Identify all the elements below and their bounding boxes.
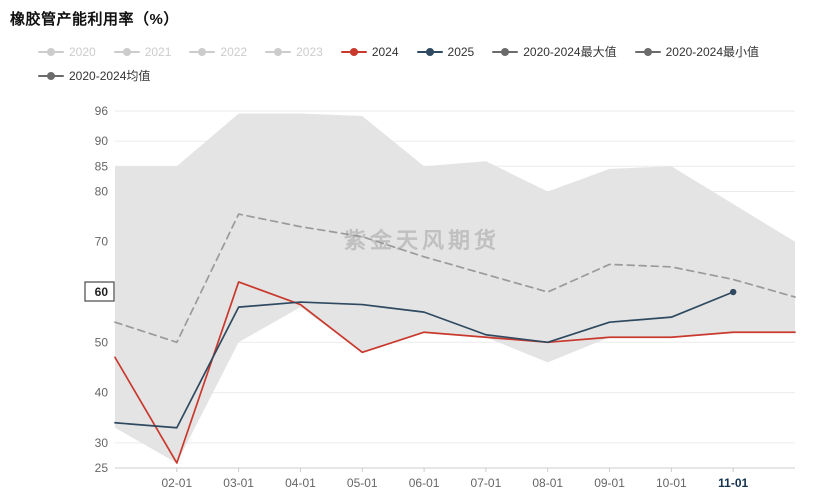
series-line-2025	[114, 291, 735, 429]
chart-title: 橡胶管产能利用率（%）	[10, 11, 179, 28]
legend-label: 2024	[371, 44, 399, 59]
legend-label: 2020-2024均值	[69, 69, 151, 83]
line-series-icon	[340, 47, 367, 57]
legend-item-mean[interactable]: 2020-2024均值	[38, 67, 150, 84]
y-tick-label: 25	[95, 461, 109, 475]
ytick-highlight-box	[84, 281, 115, 302]
legend-label: 2020-2024最大值	[523, 45, 617, 59]
line-series-icon	[113, 47, 140, 57]
legend-item-2024[interactable]: 2024	[340, 44, 399, 59]
legend-item-2021[interactable]: 2021	[113, 44, 172, 59]
y-tick-label: 70	[95, 235, 109, 249]
legend-row-2: 2020-2024均值	[38, 67, 818, 84]
series-end-dot	[729, 288, 737, 296]
x-tick-label: 06-01	[409, 476, 440, 490]
min-max-band	[115, 113, 795, 463]
chart-legend: 2020 2021 2022 2023 2024 2025	[38, 43, 818, 84]
legend-item-max[interactable]: 2020-2024最大值	[492, 43, 617, 60]
y-tick-label: 50	[95, 335, 109, 349]
legend-label: 2020	[69, 44, 96, 59]
y-tick-label: 80	[95, 184, 109, 198]
legend-item-min[interactable]: 2020-2024最小值	[634, 43, 759, 60]
x-tick-label: 07-01	[471, 476, 502, 490]
x-tick-label: 10-01	[656, 476, 687, 490]
series-line-2020-2024均值	[114, 213, 796, 344]
x-tick-label: 05-01	[347, 476, 378, 490]
y-tick-label: 96	[95, 104, 109, 118]
y-tick-label: 60	[95, 285, 109, 299]
x-tick-label: 08-01	[532, 476, 563, 490]
legend-label: 2022	[220, 44, 248, 59]
watermark: 紫金天风期货	[344, 228, 500, 253]
x-tick-label: 02-01	[161, 476, 192, 490]
line-series-icon	[416, 47, 443, 57]
line-series-icon	[265, 47, 292, 57]
legend-item-2022[interactable]: 2022	[189, 45, 247, 59]
x-tick-label: 11-01	[718, 476, 748, 490]
legend-label: 2021	[144, 44, 172, 59]
x-tick-label: 04-01	[285, 476, 316, 490]
legend-label: 2023	[296, 44, 323, 59]
line-series-icon	[38, 71, 64, 81]
y-tick-label: 40	[95, 386, 109, 400]
line-series-icon	[189, 47, 216, 57]
line-series-icon	[492, 47, 519, 57]
y-tick-label: 30	[95, 436, 109, 450]
legend-row-1: 2020 2021 2022 2023 2024 2025	[38, 43, 818, 60]
legend-item-2025[interactable]: 2025	[416, 44, 475, 59]
legend-label: 2025	[447, 44, 475, 59]
line-series-icon	[38, 47, 64, 57]
y-tick-label: 90	[95, 134, 109, 148]
legend-item-2023[interactable]: 2023	[265, 45, 323, 59]
legend-label: 2020-2024最小值	[665, 45, 759, 59]
line-series-icon	[634, 47, 661, 57]
legend-item-2020[interactable]: 2020	[38, 45, 96, 59]
x-tick-label: 03-01	[223, 476, 254, 490]
x-tick-label: 09-01	[594, 476, 625, 490]
y-tick-label: 85	[95, 159, 109, 173]
series-line-2024	[114, 281, 796, 464]
